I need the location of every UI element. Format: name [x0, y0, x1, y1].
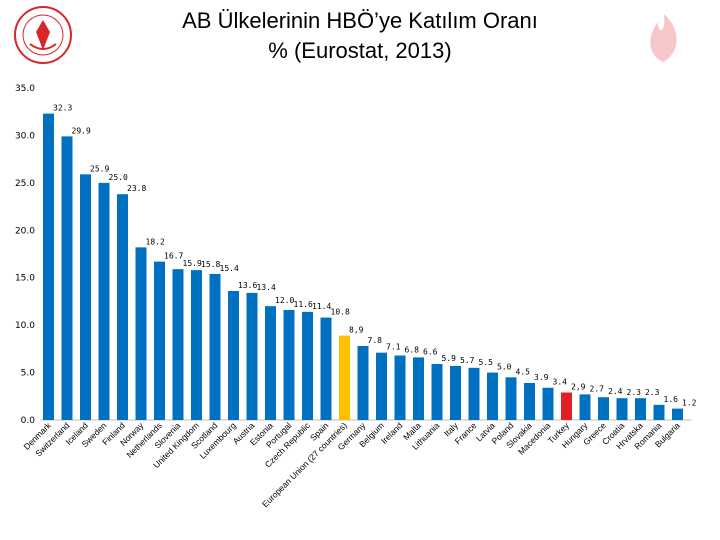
bar-spain	[320, 317, 332, 420]
bar-european-union-27-countries-	[339, 335, 350, 420]
data-label: 16.7	[164, 252, 183, 261]
y-tick-label: 10.0	[15, 321, 35, 331]
y-axis: 0.0 5.0 10.0 15.0 20.0 25.0 30.0 35.0	[15, 84, 692, 426]
data-label: 11.4	[312, 302, 331, 311]
slide-title: AB Ülkelerinin HBÖ’ye Katılım Oranı	[182, 8, 538, 33]
bar-greece	[598, 397, 609, 420]
data-label: 2.3	[627, 388, 642, 397]
bar-estonia	[265, 306, 276, 420]
bars	[43, 113, 683, 421]
bar-france	[468, 367, 480, 420]
bar-macedonia	[542, 387, 554, 420]
bar-romania	[653, 404, 665, 420]
bar-poland	[505, 377, 517, 420]
data-label: 29.9	[72, 126, 91, 135]
bar-iceland	[80, 174, 91, 420]
data-label: 2.3	[645, 388, 660, 397]
bar-belgium	[376, 352, 387, 420]
data-label: 13.4	[257, 283, 276, 292]
bar-turkey	[561, 392, 572, 420]
data-label: 23.8	[127, 184, 146, 193]
data-label: 8,9	[349, 326, 364, 335]
category-labels: DenmarkSwitzerlandIcelandSwedenFinlandNo…	[21, 420, 682, 509]
data-label: 5.7	[460, 356, 475, 365]
y-tick-label: 35.0	[15, 84, 35, 94]
y-tick-label: 20.0	[15, 226, 35, 236]
data-label: 25.0	[109, 173, 128, 182]
data-label: 25.9	[90, 164, 109, 173]
data-label: 3.4	[553, 378, 568, 387]
data-label: 6.6	[423, 347, 438, 356]
bar-bulgaria	[672, 408, 683, 420]
bar-italy	[450, 365, 461, 420]
data-label: 13.6	[238, 281, 257, 290]
bar-latvia	[487, 372, 498, 420]
data-label: 2.7	[590, 384, 605, 393]
bar-czech-republic	[302, 311, 313, 420]
bar-croatia	[616, 398, 628, 420]
bar-scotland	[209, 273, 221, 420]
bar-norway	[135, 247, 147, 420]
category-label: Ireland	[379, 420, 405, 446]
bar-lithuania	[431, 364, 443, 420]
bar-netherlands	[154, 261, 165, 420]
bar-slovenia	[172, 269, 184, 420]
data-label: 1.2	[682, 399, 697, 408]
data-label: 10.8	[331, 308, 350, 317]
data-label: 3.9	[534, 373, 549, 382]
bar-united-kingdom	[191, 270, 202, 420]
data-label: 15.9	[183, 259, 202, 268]
data-labels: 32.3 29.9 25.925.0 23.8 18.2 16.715.9 15.8 15.4…	[53, 104, 697, 408]
flame-watermark-icon	[650, 14, 677, 62]
data-label: 32.3	[53, 104, 72, 113]
bar-slovakia	[524, 383, 535, 420]
bar-sweden	[98, 182, 110, 420]
bar-germany	[357, 346, 369, 420]
bar-malta	[413, 357, 424, 420]
data-label: 12.0	[275, 296, 294, 305]
bar-denmark	[43, 113, 54, 421]
data-label: 15.8	[201, 260, 220, 269]
bar-portugal	[283, 309, 295, 420]
y-tick-label: 25.0	[15, 179, 35, 189]
bar-ireland	[394, 355, 406, 420]
data-label: 7.1	[386, 343, 401, 352]
data-label: 4.5	[516, 367, 531, 376]
bar-austria	[246, 292, 258, 420]
bar-hungary	[579, 394, 591, 420]
bar-finland	[117, 194, 128, 420]
data-label: 2.4	[608, 387, 623, 396]
header: AB Ülkelerinin HBÖ’ye Katılım Oranı % (E…	[0, 0, 720, 70]
slide-subtitle: % (Eurostat, 2013)	[268, 38, 452, 63]
data-label: 5.0	[497, 363, 512, 372]
data-label: 11.6	[294, 300, 313, 309]
y-tick-label: 0.0	[21, 416, 36, 426]
bar-hrvatska	[635, 398, 646, 420]
y-tick-label: 15.0	[15, 274, 35, 284]
data-label: 1.6	[664, 395, 679, 404]
data-label: 7.8	[368, 336, 383, 345]
meb-logo-icon	[14, 6, 72, 64]
data-label: 5.5	[479, 358, 494, 367]
y-tick-label: 30.0	[15, 131, 35, 141]
bar-chart: 0.0 5.0 10.0 15.0 20.0 25.0 30.0 35.0 32.3 29.9 2…	[15, 84, 697, 509]
data-label: 15.4	[220, 264, 239, 273]
data-label: 18.2	[146, 237, 165, 246]
bar-switzerland	[61, 136, 73, 420]
data-label: 5.9	[442, 354, 457, 363]
data-label: 6.8	[405, 345, 420, 354]
y-tick-label: 5.0	[21, 369, 36, 379]
data-label: 2,9	[571, 382, 586, 391]
bar-luxembourg	[228, 290, 239, 420]
